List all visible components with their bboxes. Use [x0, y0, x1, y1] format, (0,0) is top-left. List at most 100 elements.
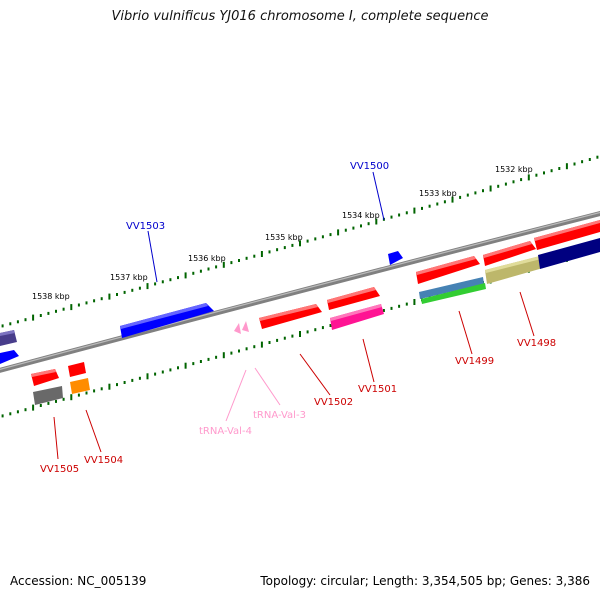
gene-vv1500[interactable]: [388, 251, 403, 265]
label-vv1499[interactable]: VV1499: [455, 356, 494, 367]
forward-strand-track: [1, 155, 599, 328]
forward-track-tick: [535, 173, 538, 177]
reverse-track-tick: [24, 408, 27, 412]
forward-track-tick: [177, 276, 179, 280]
map-title: Vibrio vulnificus YJ016 chromosome I, co…: [111, 9, 489, 24]
leader-vv1505: [53, 416, 59, 460]
forward-track-tick: [398, 213, 401, 217]
reverse-track-tick: [62, 397, 65, 401]
forward-track-tick: [314, 237, 317, 241]
forward-track-tick: [291, 243, 294, 247]
label-trna-val-4[interactable]: tRNA-Val-4: [199, 426, 252, 437]
forward-track-tick: [306, 239, 309, 243]
reverse-track-tick: [55, 399, 57, 403]
leader-vv1504: [85, 409, 102, 453]
reverse-track-tick: [1, 414, 4, 418]
forward-track-tick: [588, 158, 591, 161]
gene-vv1502[interactable]: [259, 304, 322, 329]
forward-track-tick: [230, 261, 233, 265]
label-vv1500[interactable]: VV1500: [350, 161, 389, 172]
gene-vv1499-steelblue[interactable]: [419, 277, 484, 299]
chromosome-backbone: [0, 210, 600, 373]
forward-track-tick: [238, 259, 240, 262]
gene-vv1505[interactable]: [31, 369, 63, 405]
forward-track-tick: [482, 189, 484, 193]
leader-vv1500: [372, 171, 385, 221]
gene-vv1498[interactable]: [483, 241, 536, 266]
forward-track-tick: [504, 182, 507, 186]
forward-track-tick: [116, 293, 118, 296]
forward-track-tick: [543, 171, 545, 175]
reverse-track-tick: [291, 334, 294, 338]
forward-track-tick: [62, 307, 65, 311]
forward-track-tick: [253, 254, 256, 258]
reverse-track-tick: [177, 366, 179, 370]
gene-vv1498-khaki[interactable]: [485, 256, 543, 284]
forward-track-tick: [123, 290, 126, 294]
gene-vv1504[interactable]: [68, 362, 90, 394]
forward-track-tick: [77, 303, 80, 307]
forward-track-tick: [199, 269, 202, 273]
gene-vv1503[interactable]: [120, 303, 214, 338]
gene-right-red[interactable]: [534, 220, 600, 250]
reverse-track-tick: [77, 393, 80, 397]
reverse-track-tick: [321, 326, 324, 330]
label-trna-val-3[interactable]: tRNA-Val-3: [253, 410, 306, 421]
forward-track-tick: [344, 228, 347, 232]
reverse-track-tick: [192, 362, 195, 366]
reverse-track-tick: [329, 324, 332, 327]
label-vv1502[interactable]: VV1502: [314, 397, 353, 408]
gene-left-slate[interactable]: [0, 330, 17, 346]
forward-track-tick: [70, 304, 73, 311]
forward-track-tick: [352, 226, 355, 230]
forward-track-tick: [138, 286, 141, 290]
leader-vv1498: [519, 291, 535, 337]
forward-track-tick: [1, 324, 4, 328]
label-vv1498[interactable]: VV1498: [517, 338, 556, 349]
forward-track-tick: [283, 246, 286, 250]
label-vv1505[interactable]: VV1505: [40, 464, 79, 475]
forward-track-tick: [131, 288, 134, 292]
forward-track-tick: [24, 318, 27, 322]
label-vv1504[interactable]: VV1504: [84, 455, 123, 466]
forward-track-tick: [565, 163, 568, 170]
reverse-track-tick: [306, 330, 309, 334]
trna-val-4[interactable]: [234, 323, 241, 334]
reverse-track-tick: [413, 299, 416, 305]
forward-track-tick: [207, 267, 210, 271]
forward-track-tick: [527, 174, 530, 181]
reverse-track-tick: [276, 338, 279, 342]
reverse-track-tick: [382, 309, 385, 312]
gene-right-navy[interactable]: [538, 238, 600, 269]
reverse-track-tick: [268, 341, 271, 344]
reverse-track-tick: [16, 410, 19, 414]
gene-vv1499-green[interactable]: [421, 283, 486, 304]
gene-vv1501[interactable]: [330, 304, 384, 330]
forward-track-tick: [55, 309, 57, 313]
label-vv1503[interactable]: VV1503: [126, 221, 165, 232]
leader-vv1499: [458, 310, 473, 355]
forward-track-tick: [581, 160, 584, 164]
reverse-track-tick: [169, 368, 172, 372]
forward-track-tick: [85, 301, 88, 305]
forward-track-tick: [474, 191, 477, 195]
reverse-track-tick: [32, 404, 35, 411]
gene-vv1501-red[interactable]: [327, 287, 380, 310]
genome-summary-text: Topology: circular; Length: 3,354,505 bp…: [260, 574, 590, 588]
kbp-label-1533: 1533 kbp: [419, 189, 457, 198]
gene-vv1499[interactable]: [416, 256, 480, 284]
trna-val-3[interactable]: [242, 321, 249, 332]
forward-track-tick: [146, 283, 149, 290]
reverse-track-tick: [405, 302, 408, 306]
gene-left-blue[interactable]: [0, 350, 19, 364]
kbp-label-1536: 1536 kbp: [188, 254, 226, 263]
reverse-track-tick: [9, 412, 12, 416]
forward-track-tick: [550, 169, 553, 173]
reverse-track-tick: [161, 370, 164, 374]
forward-track-tick: [184, 272, 187, 279]
forward-track-tick: [215, 265, 218, 269]
reverse-track-tick: [123, 381, 126, 384]
forward-track-tick: [375, 218, 378, 225]
label-vv1501[interactable]: VV1501: [358, 384, 397, 395]
